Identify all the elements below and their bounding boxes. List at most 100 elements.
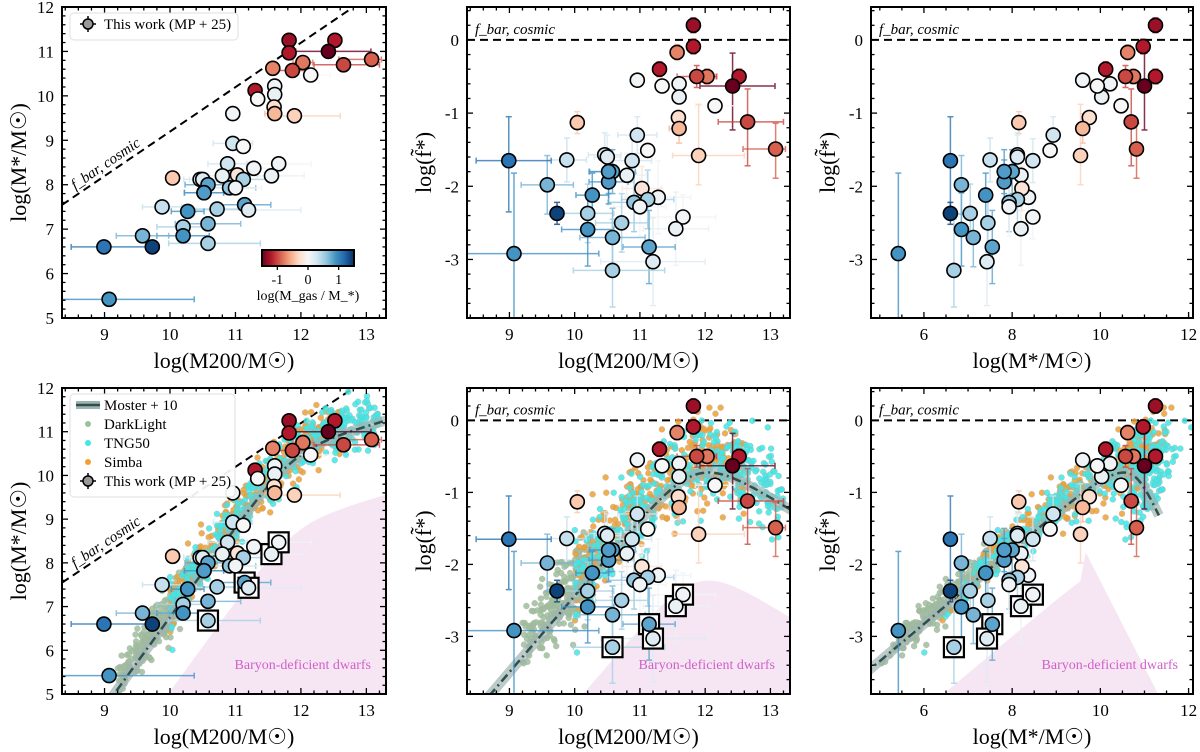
data-point <box>1135 38 1151 55</box>
sim-point-tng <box>632 499 640 506</box>
sim-point-tng <box>723 423 730 430</box>
sim-point-dl <box>572 626 579 633</box>
data-point <box>286 108 303 124</box>
y-tick-label: -1 <box>445 104 459 123</box>
sim-point-dl <box>936 583 943 590</box>
data-point <box>604 606 621 623</box>
sim-point-dl <box>565 614 572 622</box>
x-tick-label: 12 <box>1180 325 1197 344</box>
sim-point-simba <box>603 489 610 496</box>
sim-point-tng <box>735 438 742 445</box>
sim-point-tng <box>730 429 737 436</box>
data-point <box>266 105 283 122</box>
data-point <box>604 229 621 246</box>
data-point <box>225 105 241 122</box>
fbar-cosmic-label: f_bar, cosmic <box>475 402 555 418</box>
sim-point-simba <box>198 530 205 537</box>
data-point <box>619 167 635 184</box>
data-point <box>240 579 257 596</box>
sim-point-dl <box>144 631 151 638</box>
data-point <box>227 558 244 574</box>
sim-point-simba <box>717 404 724 411</box>
data-point <box>600 163 617 180</box>
colorbar-tick-label: -1 <box>271 273 283 288</box>
y-tick-label: -3 <box>849 250 863 269</box>
data-point <box>281 44 297 61</box>
y-tick-label: 0 <box>451 411 460 430</box>
x-tick-label: 8 <box>1008 325 1017 344</box>
sim-point-tng <box>618 493 625 501</box>
sim-point-dl <box>567 621 575 628</box>
sim-point-tng <box>626 484 633 491</box>
legend-label: TNG50 <box>104 436 150 452</box>
x-tick-label: 12 <box>292 325 309 344</box>
y-axis-label: log(M*/M☉) <box>6 482 31 601</box>
data-point <box>654 78 670 94</box>
data-point <box>1001 199 1017 215</box>
data-point <box>671 468 687 485</box>
sim-point-dl <box>933 626 941 633</box>
sim-point-dl <box>539 575 546 583</box>
sim-point-tng <box>763 481 770 488</box>
data-point <box>196 184 212 201</box>
sim-point-tng <box>712 434 719 441</box>
sim-point-tng <box>571 526 578 534</box>
colorbar-tick-label: 0 <box>305 273 312 288</box>
sim-point-tng <box>574 559 582 566</box>
data-point <box>1089 78 1106 94</box>
plot-area <box>871 398 1193 694</box>
sim-point-simba <box>721 430 729 437</box>
sim-point-dl <box>923 641 930 649</box>
error-bar <box>62 291 195 307</box>
y-tick-label: -2 <box>445 555 459 574</box>
data-point <box>946 262 962 279</box>
data-point <box>579 599 596 615</box>
data-point <box>209 201 225 217</box>
sim-point-simba <box>701 494 708 501</box>
data-point <box>632 576 648 593</box>
axes-frame <box>466 6 791 319</box>
data-point <box>600 542 617 558</box>
data-point <box>164 170 181 186</box>
x-axis-label: log(M200/M☉) <box>558 724 699 749</box>
sim-point-dl <box>955 571 962 578</box>
sim-point-tng <box>345 388 352 395</box>
data-point <box>641 239 657 255</box>
data-point <box>101 291 117 308</box>
legend-box <box>69 393 236 498</box>
data-point <box>579 205 596 222</box>
data-point <box>645 630 661 647</box>
sim-point-tng <box>590 542 597 549</box>
data-point <box>539 555 556 571</box>
y-tick-label: 11 <box>38 42 54 61</box>
x-axis-label: log(M200/M☉) <box>154 724 295 749</box>
sim-point-tng <box>764 424 771 431</box>
data-point <box>246 538 262 555</box>
data-point <box>235 138 252 155</box>
data-point <box>629 506 646 522</box>
data-point <box>302 447 319 463</box>
sim-point-tng <box>573 610 580 617</box>
legend-thiswork-marker <box>82 18 94 30</box>
data-point <box>1042 142 1058 159</box>
data-point <box>264 440 281 457</box>
data-point <box>200 612 216 629</box>
sim-point-dl <box>523 602 530 610</box>
sim-point-tng <box>303 417 310 424</box>
data-point <box>558 152 575 168</box>
y-tick-label: 7 <box>46 598 55 617</box>
sim-point-simba <box>197 521 205 528</box>
sim-point-dl <box>522 623 529 630</box>
sim-point-dl <box>553 571 560 578</box>
sim-point-simba <box>664 477 671 484</box>
sim-point-tng <box>235 500 242 508</box>
baryon-deficient-region <box>467 580 790 694</box>
sim-point-tng <box>221 511 229 518</box>
data-point <box>284 442 301 459</box>
data-point <box>641 616 657 633</box>
data-point <box>500 152 517 169</box>
data-point <box>320 43 337 60</box>
data-point <box>263 546 280 562</box>
sim-point-tng <box>183 575 191 582</box>
